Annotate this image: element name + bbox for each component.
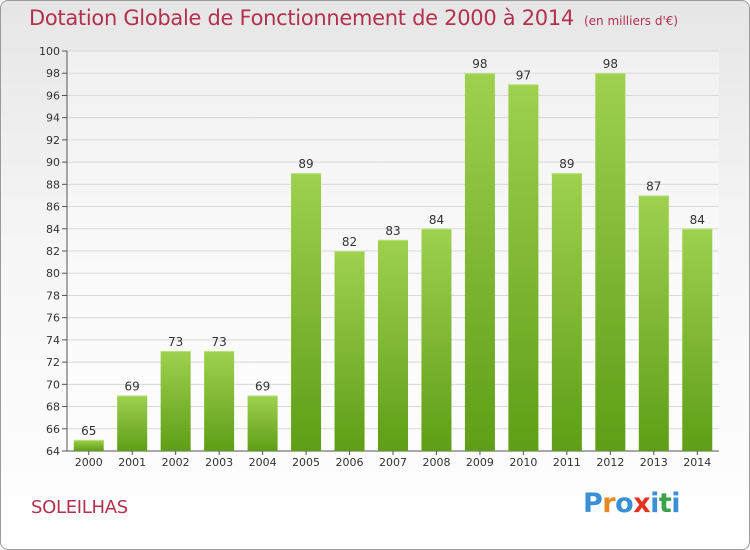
x-tick-label: 2001 [118, 456, 146, 469]
y-tick-label: 90 [46, 156, 60, 169]
y-tick-label: 76 [46, 312, 60, 325]
y-tick-label: 86 [46, 201, 60, 214]
x-tick-label: 2003 [205, 456, 233, 469]
data-label: 73 [168, 335, 183, 349]
y-tick-label: 66 [46, 423, 60, 436]
x-tick-label: 2008 [422, 456, 450, 469]
bar [204, 351, 235, 451]
logo-letter: x [633, 488, 651, 519]
x-tick-label: 2005 [292, 456, 320, 469]
chart-title: Dotation Globale de Fonctionnement de 20… [29, 6, 574, 30]
y-tick-label: 68 [46, 401, 60, 414]
y-tick-label: 88 [46, 178, 60, 191]
bar [421, 228, 452, 451]
x-tick-label: 2002 [162, 456, 190, 469]
y-tick-label: 78 [46, 289, 60, 302]
y-tick-label: 70 [46, 378, 60, 391]
data-label: 83 [385, 224, 400, 238]
data-label: 69 [255, 379, 270, 393]
data-label: 98 [472, 57, 487, 71]
bar [464, 73, 495, 451]
data-label: 84 [429, 213, 444, 227]
bar [508, 84, 539, 451]
y-tick-label: 94 [46, 112, 60, 125]
x-tick-label: 2006 [336, 456, 364, 469]
bar [378, 239, 408, 451]
logo-letter: i [650, 488, 659, 519]
bar [595, 73, 626, 451]
bar [160, 351, 191, 451]
logo-letter: t [658, 488, 672, 519]
x-tick-label: 2010 [509, 456, 537, 469]
chart-unit-note: (en milliers d'€) [583, 14, 679, 28]
x-tick-label: 2009 [466, 456, 494, 469]
y-tick-label: 72 [46, 356, 60, 369]
logo-letter: i [671, 488, 681, 519]
data-label: 89 [559, 157, 574, 171]
data-label: 97 [516, 68, 531, 82]
commune-name: SOLEILHAS [31, 497, 128, 518]
bar [73, 439, 104, 451]
x-tick-label: 2012 [596, 456, 624, 469]
x-tick-label: 2004 [249, 456, 277, 469]
x-tick-label: 2011 [553, 456, 581, 469]
x-tick-label: 2000 [75, 456, 103, 469]
data-label: 73 [211, 335, 226, 349]
data-label: 82 [342, 235, 357, 249]
data-label: 65 [81, 424, 96, 438]
bar [247, 395, 278, 451]
chart-title-block: Dotation Globale de Fonctionnement de 20… [29, 6, 678, 30]
logo-letter: P [583, 488, 603, 519]
y-tick-label: 96 [46, 89, 60, 102]
y-tick-label: 80 [46, 267, 60, 280]
x-tick-label: 2013 [640, 456, 668, 469]
data-label: 89 [298, 157, 313, 171]
y-tick-label: 98 [46, 67, 60, 80]
data-label: 69 [125, 379, 140, 393]
proxiti-logo: Proxiti [583, 488, 681, 519]
y-tick-label: 74 [46, 334, 60, 347]
bar [334, 251, 365, 451]
x-tick-label: 2014 [683, 456, 711, 469]
logo-letter: o [615, 488, 634, 519]
bar [551, 173, 582, 451]
bar [682, 228, 713, 451]
y-tick-label: 64 [46, 445, 60, 458]
y-tick-label: 84 [46, 223, 60, 236]
data-label: 87 [646, 179, 661, 193]
y-tick-label: 92 [46, 134, 60, 147]
x-tick-label: 2007 [379, 456, 407, 469]
bar [291, 173, 322, 451]
y-tick-label: 82 [46, 245, 60, 258]
data-label: 98 [603, 57, 618, 71]
bar [117, 395, 148, 451]
y-tick-label: 100 [39, 45, 60, 58]
data-label: 84 [690, 213, 705, 227]
logo-letter: r [602, 488, 616, 519]
bar [638, 195, 669, 451]
